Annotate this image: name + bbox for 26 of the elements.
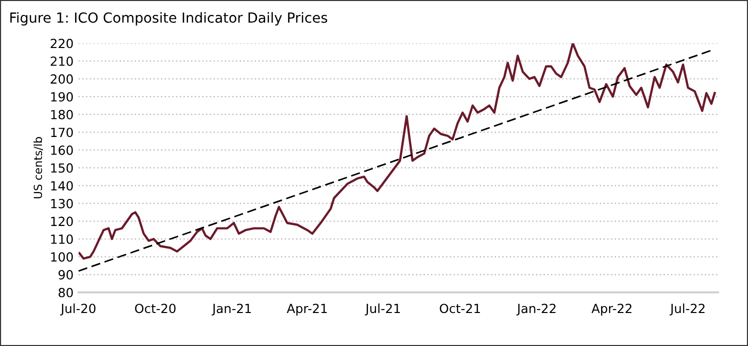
chart-title: Figure 1: ICO Composite Indicator Daily Prices bbox=[10, 12, 328, 26]
y-tick-label: 130 bbox=[51, 198, 73, 208]
x-tick-label: Jul-21 bbox=[364, 303, 400, 316]
x-tick-label: Apr-21 bbox=[286, 304, 327, 316]
x-tick-label: Jan-21 bbox=[212, 304, 251, 316]
y-tick-label: 180 bbox=[51, 110, 73, 120]
x-tick-label: Jul-20 bbox=[60, 303, 96, 316]
x-tick-label: Jan-22 bbox=[516, 304, 556, 316]
y-tick-label: 190 bbox=[51, 92, 73, 102]
y-axis-title: US cents/lb bbox=[34, 137, 43, 198]
y-tick-label: 90 bbox=[58, 270, 73, 280]
y-tick-label: 210 bbox=[50, 56, 73, 66]
y-tick-label: 170 bbox=[51, 128, 73, 138]
y-tick-label: 100 bbox=[51, 252, 73, 262]
y-tick-label: 220 bbox=[50, 38, 73, 48]
x-tick-label: Jul-22 bbox=[670, 303, 705, 316]
y-tick-label: 120 bbox=[51, 216, 73, 226]
x-tick-label: Oct-20 bbox=[135, 304, 176, 314]
x-tick-label: Apr-22 bbox=[592, 304, 632, 316]
y-tick-label: 80 bbox=[58, 288, 73, 298]
y-tick-label: 140 bbox=[51, 181, 73, 191]
y-tick-label: 200 bbox=[50, 74, 73, 84]
y-tick-label: 160 bbox=[51, 145, 73, 155]
x-tick-label: Oct-21 bbox=[440, 304, 480, 314]
y-tick-label: 110 bbox=[51, 234, 73, 244]
y-tick-label: 150 bbox=[51, 163, 73, 173]
